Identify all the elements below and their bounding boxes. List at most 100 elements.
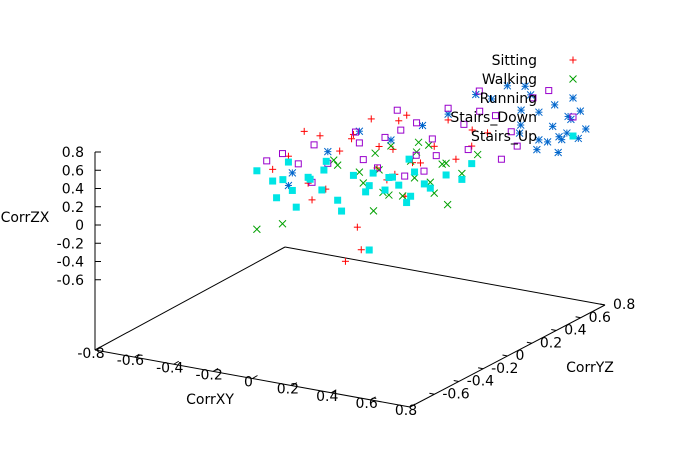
data-point	[563, 129, 571, 137]
data-point	[476, 107, 484, 115]
data-point	[365, 246, 373, 254]
data-point	[430, 142, 438, 150]
data-point	[410, 173, 419, 182]
x-tick-mark	[94, 346, 101, 351]
data-point	[535, 108, 543, 117]
x-tick-mark	[330, 389, 337, 394]
data-point	[473, 150, 482, 159]
data-point	[443, 200, 452, 209]
data-point	[318, 186, 326, 194]
data-point	[444, 110, 452, 118]
data-point	[468, 126, 476, 134]
y-tick-mark	[551, 329, 557, 331]
data-point	[458, 175, 466, 183]
y-tick-label: 0.2	[540, 335, 562, 351]
data-point	[464, 146, 472, 154]
data-point	[458, 169, 466, 178]
y-tick-mark	[599, 303, 606, 306]
x-tick-label: 0	[244, 375, 253, 391]
data-point	[292, 203, 300, 211]
data-point	[369, 206, 378, 215]
x-tick-label: -0.8	[77, 346, 104, 362]
x-tick-label: 0.2	[277, 382, 299, 398]
z-axis-title: CorrZX	[1, 210, 50, 226]
data-point	[576, 107, 585, 115]
x-tick-mark	[134, 353, 140, 358]
data-point	[263, 157, 271, 165]
x-tick-mark	[173, 360, 180, 365]
legend-label: Walking	[482, 72, 537, 88]
back-right-edge	[284, 246, 606, 306]
data-point	[503, 81, 512, 90]
legend-label: Stairs_Down	[450, 110, 537, 126]
legend-label: Running	[480, 91, 537, 107]
z-tick-label: 0	[75, 218, 84, 234]
x-tick-label: 0.8	[395, 403, 417, 419]
data-point	[432, 152, 440, 160]
data-point	[411, 168, 419, 176]
data-point	[369, 169, 377, 177]
data-point	[407, 192, 415, 200]
data-point	[288, 169, 297, 177]
data-point	[367, 115, 375, 123]
x-tick-label: -0.4	[156, 360, 183, 376]
data-point	[398, 192, 407, 200]
y-tick-label: -0.6	[442, 386, 469, 402]
data-point	[484, 129, 491, 137]
y-tick-mark	[526, 341, 532, 344]
x-tick-mark	[370, 396, 376, 401]
data-point	[535, 136, 543, 144]
data-point	[341, 257, 349, 265]
z-tick-label: 0.6	[62, 163, 84, 179]
data-point	[426, 184, 434, 192]
data-point	[316, 132, 324, 140]
data-point	[555, 132, 563, 141]
data-point	[420, 180, 428, 188]
data-point	[253, 225, 261, 234]
data-point	[273, 194, 281, 202]
data-point	[416, 159, 424, 167]
legend-label: Stairs_Up	[471, 129, 537, 145]
data-point	[387, 142, 395, 150]
y-tick-mark	[478, 367, 484, 370]
data-point	[359, 156, 367, 164]
y-tick-label: -0.4	[467, 374, 494, 390]
data-point	[516, 121, 525, 129]
data-point	[359, 179, 368, 187]
data-point	[567, 115, 575, 124]
data-point	[284, 152, 292, 160]
data-point	[550, 101, 559, 109]
x-tick-mark	[252, 375, 258, 379]
data-point	[365, 182, 373, 190]
data-point	[491, 112, 499, 120]
data-point	[279, 150, 286, 158]
data-point	[348, 135, 356, 143]
data-point	[375, 142, 383, 150]
y-tick-label: 0.4	[564, 323, 586, 339]
data-points	[253, 81, 590, 265]
y-tick-mark	[429, 392, 435, 395]
legend-label: Sitting	[492, 53, 537, 69]
data-point	[393, 106, 401, 114]
z-tick-label: -0.6	[57, 273, 84, 289]
data-point	[515, 129, 524, 137]
data-point	[413, 119, 421, 127]
data-point	[294, 160, 302, 168]
data-point	[412, 151, 420, 159]
legend-marker	[569, 75, 577, 83]
y-tick-label: 0.8	[613, 297, 635, 313]
data-point	[353, 223, 361, 231]
series-stairs-down	[263, 87, 553, 186]
data-point	[362, 188, 370, 196]
data-point	[521, 82, 529, 91]
data-point	[269, 165, 277, 173]
x-tick-label: -0.2	[195, 367, 222, 383]
z-tick-label: 0.8	[62, 145, 84, 161]
data-point	[403, 111, 411, 119]
x-tick-mark	[212, 367, 219, 372]
data-point	[420, 167, 428, 175]
data-point	[334, 196, 342, 204]
data-point	[452, 155, 460, 163]
data-point	[387, 136, 395, 144]
z-tick-label: 0.4	[62, 182, 84, 198]
